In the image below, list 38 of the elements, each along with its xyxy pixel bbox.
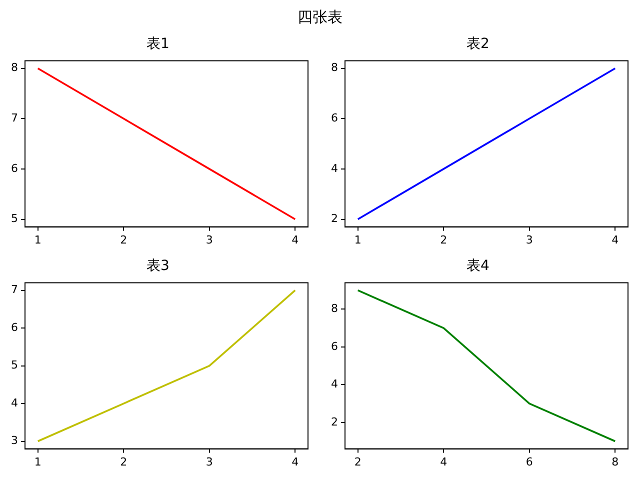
y-tick-label: 6 — [331, 340, 338, 353]
y-tick-label: 8 — [331, 302, 338, 316]
x-tick-label: 4 — [292, 233, 299, 246]
x-tick-label: 6 — [526, 455, 533, 468]
chart-title: 表3 — [146, 258, 170, 274]
y-tick-label: 4 — [331, 378, 338, 391]
y-tick-label: 7 — [11, 283, 18, 296]
y-tick-label: 5 — [11, 358, 18, 372]
x-tick-label: 2 — [440, 233, 448, 246]
y-tick-label: 3 — [11, 434, 18, 448]
x-tick-label: 2 — [354, 455, 362, 468]
y-tick-label: 6 — [11, 162, 18, 175]
x-tick-label: 1 — [34, 455, 42, 468]
x-tick-label: 3 — [206, 455, 213, 468]
x-tick-label: 8 — [612, 455, 619, 468]
x-tick-label: 4 — [292, 455, 299, 468]
x-tick-label: 3 — [526, 233, 533, 246]
chart-title: 表1 — [146, 36, 170, 52]
y-tick-label: 8 — [331, 61, 338, 74]
x-tick-label: 2 — [120, 233, 128, 246]
y-tick-label: 2 — [331, 415, 338, 428]
text: 四张表 — [296, 8, 344, 27]
y-tick-label: 5 — [11, 212, 18, 226]
x-tick-label: 4 — [612, 233, 619, 246]
x-tick-label: 1 — [34, 233, 42, 246]
chart-title: 表4 — [466, 258, 490, 274]
y-tick-label: 6 — [11, 320, 18, 334]
y-tick-label: 6 — [331, 112, 338, 125]
chart-title: 表2 — [466, 36, 490, 52]
y-tick-label: 4 — [11, 396, 18, 410]
x-tick-label: 3 — [206, 233, 213, 246]
y-tick-label: 4 — [331, 162, 338, 175]
x-tick-label: 4 — [440, 455, 448, 468]
x-tick-label: 2 — [120, 455, 128, 468]
y-tick-label: 8 — [11, 61, 18, 74]
y-tick-label: 7 — [11, 112, 18, 125]
y-tick-label: 2 — [331, 212, 338, 226]
x-tick-label: 1 — [354, 233, 362, 246]
